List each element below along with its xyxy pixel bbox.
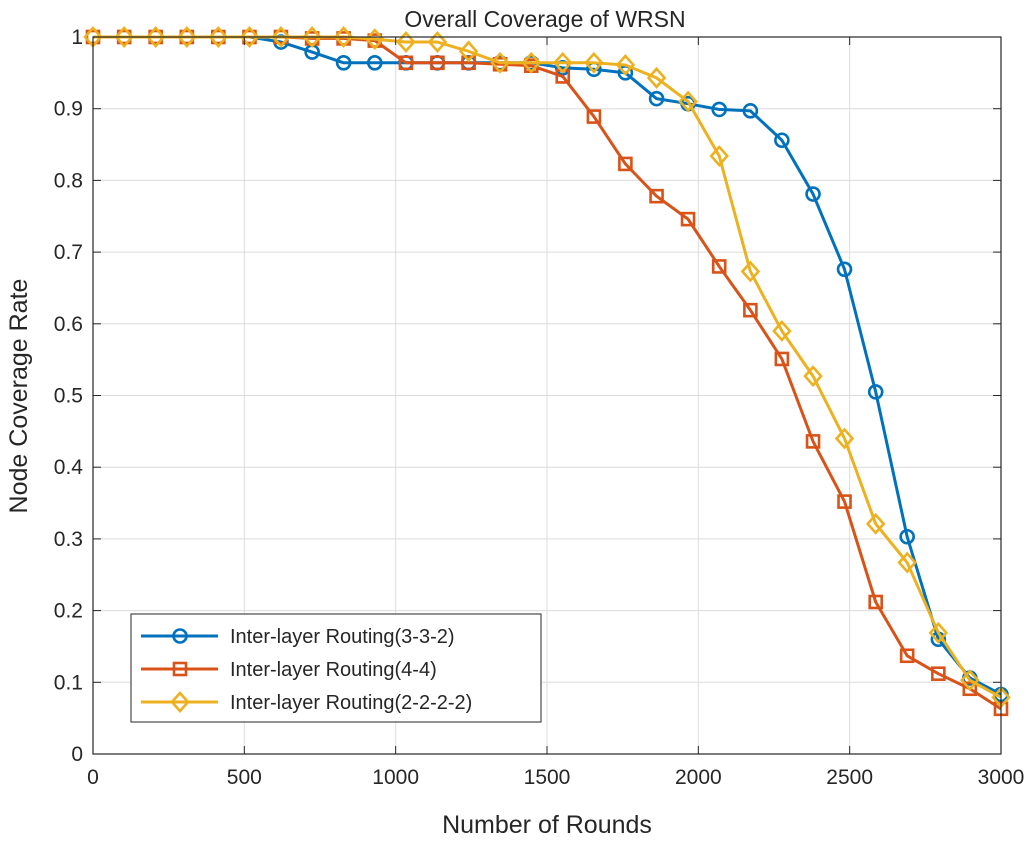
circle-marker	[805, 186, 821, 202]
diamond-marker	[865, 512, 886, 535]
diamond-marker	[114, 26, 134, 48]
x-tick-labels: 0 500 1000 1500 2000 2500 3000	[87, 766, 1024, 789]
diamond-marker	[772, 320, 792, 342]
diamond-marker	[396, 31, 416, 53]
square-marker	[931, 666, 946, 681]
diamond-marker	[521, 51, 542, 74]
y-tick-label: 0.7	[54, 241, 83, 264]
x-axis-label: Number of Rounds	[442, 811, 652, 839]
diamond-marker	[960, 669, 980, 692]
square-marker	[586, 109, 602, 124]
y-tick-label: 1	[71, 26, 83, 49]
x-tick-label: 1500	[524, 766, 571, 789]
circle-marker	[836, 261, 853, 278]
square-marker	[680, 211, 696, 227]
y-axis-label: Node Coverage Rate	[5, 279, 33, 514]
y-tick-label: 0.4	[54, 456, 84, 479]
y-tick-label: 0	[71, 743, 83, 766]
diamond-marker	[678, 90, 698, 113]
square-marker	[805, 434, 821, 449]
diamond-marker	[615, 54, 636, 76]
x-tick-label: 1000	[372, 766, 419, 789]
diamond-marker	[928, 621, 949, 644]
y-tick-label: 0.8	[54, 169, 83, 192]
diamond-marker	[427, 31, 448, 53]
legend-marker	[172, 661, 188, 677]
legend-label: Inter-layer Routing(3-3-2)	[230, 626, 455, 648]
circle-marker	[648, 90, 665, 107]
diamond-marker	[239, 26, 260, 48]
y-tick-label: 0.2	[54, 600, 83, 623]
square-marker	[837, 494, 852, 509]
chart-title: Overall Coverage of WRSN	[404, 6, 685, 32]
circle-marker	[899, 528, 915, 545]
square-marker	[649, 188, 664, 204]
diamond-marker	[208, 26, 229, 48]
x-tick-label: 3000	[978, 766, 1025, 789]
square-marker	[899, 648, 915, 664]
diamond-marker	[740, 260, 761, 283]
diamond-marker	[145, 26, 166, 48]
diamond-marker	[177, 26, 197, 48]
legend-marker	[170, 691, 190, 713]
legend-marker	[172, 628, 188, 644]
diamond-marker	[584, 51, 604, 74]
circle-marker	[867, 384, 884, 400]
square-marker	[962, 681, 978, 697]
diamond-marker	[897, 551, 917, 574]
legend: Inter-layer Routing(3-3-2) Inter-layer Ro…	[130, 613, 542, 723]
legend-label: Inter-layer Routing(4-4)	[230, 659, 437, 681]
legend-label: Inter-layer Routing(2-2-2-2)	[230, 692, 472, 714]
y-tick-label: 0.1	[54, 671, 83, 694]
circle-marker	[366, 55, 383, 71]
y-tick-label: 0.3	[54, 528, 83, 551]
diamond-marker	[803, 365, 823, 388]
ticks	[92, 36, 1002, 755]
y-tick-label: 0.9	[54, 98, 83, 121]
circle-marker	[711, 101, 728, 118]
x-tick-label: 500	[227, 766, 262, 789]
square-marker	[743, 302, 758, 318]
y-tick-label: 0.5	[54, 385, 83, 408]
square-marker	[618, 156, 633, 172]
diamond-marker	[458, 40, 479, 63]
x-tick-label: 2000	[675, 766, 722, 789]
x-tick-label: 2500	[826, 766, 873, 789]
y-tick-label: 0.6	[54, 313, 83, 336]
x-tick-label: 0	[87, 766, 99, 789]
diamond-marker	[365, 28, 385, 51]
circle-marker	[335, 55, 352, 71]
square-marker	[461, 55, 476, 71]
square-marker	[430, 55, 445, 71]
diamond-marker	[709, 145, 729, 167]
diamond-marker	[490, 51, 510, 74]
square-marker	[868, 594, 883, 610]
diamond-marker	[271, 26, 291, 48]
circle-marker	[742, 103, 759, 119]
square-marker	[711, 259, 727, 274]
diamond-marker	[646, 66, 667, 89]
y-tick-labels: 0 0.1 0.2 0.3 0.4 0.5 0.6 0.7 0.8 0.9 1	[54, 26, 84, 766]
circle-marker	[774, 132, 790, 149]
diamond-marker	[302, 26, 322, 48]
diamond-marker	[333, 26, 354, 48]
square-marker	[398, 55, 414, 71]
diamond-marker	[552, 51, 573, 74]
square-marker	[774, 351, 790, 367]
diamond-marker	[834, 427, 855, 450]
